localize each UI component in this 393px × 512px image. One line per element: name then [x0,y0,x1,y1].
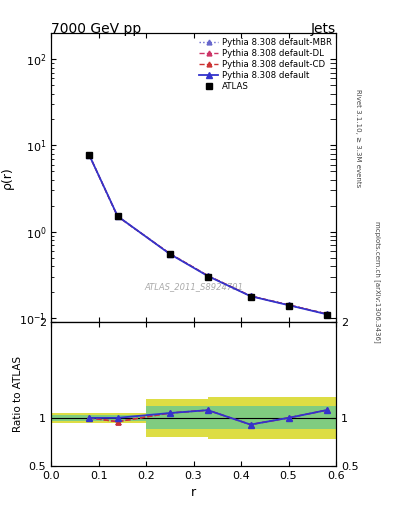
Pythia 8.308 default-CD [87,152,92,158]
Pythia 8.308 default-MBR [115,214,120,220]
Pythia 8.308 default-CD [286,302,291,308]
Pythia 8.308 default-MBR [167,250,172,257]
Pythia 8.308 default-DL [248,293,253,299]
Pythia 8.308 default-DL [324,311,329,317]
Line: Pythia 8.308 default: Pythia 8.308 default [86,152,329,317]
Y-axis label: ρ(r): ρ(r) [1,166,14,189]
Pythia 8.308 default-DL [167,250,172,257]
Pythia 8.308 default-CD [248,293,253,299]
Bar [208,407,251,430]
Pythia 8.308 default-CD [324,311,329,317]
Bar [146,399,208,437]
ATLAS [286,303,291,309]
Y-axis label: Ratio to ATLAS: Ratio to ATLAS [13,356,23,432]
ATLAS [167,251,172,257]
Pythia 8.308 default-DL [206,272,210,279]
Pythia 8.308 default-DL [286,302,291,308]
Line: Pythia 8.308 default-DL: Pythia 8.308 default-DL [86,152,329,316]
Pythia 8.308 default [286,302,291,308]
Bar [51,413,146,422]
Pythia 8.308 default-CD [206,272,210,279]
Pythia 8.308 default-CD [115,214,120,220]
Text: ATLAS_2011_S8924791: ATLAS_2011_S8924791 [144,283,243,292]
Line: Pythia 8.308 default-CD: Pythia 8.308 default-CD [86,152,329,316]
Bar [251,407,336,430]
Bar [251,397,336,439]
ATLAS [206,273,210,280]
ATLAS [324,312,329,318]
Pythia 8.308 default [115,213,120,219]
Pythia 8.308 default-DL [115,214,120,220]
ATLAS [115,214,120,220]
Pythia 8.308 default-DL [87,152,92,158]
Bar [208,397,251,439]
Pythia 8.308 default-CD [167,250,172,257]
Legend: Pythia 8.308 default-MBR, Pythia 8.308 default-DL, Pythia 8.308 default-CD, Pyth: Pythia 8.308 default-MBR, Pythia 8.308 d… [198,36,333,93]
Text: Rivet 3.1.10, ≥ 3.3M events: Rivet 3.1.10, ≥ 3.3M events [354,89,361,187]
Text: mcplots.cern.ch [arXiv:1306.3436]: mcplots.cern.ch [arXiv:1306.3436] [374,221,381,343]
Text: 7000 GeV pp: 7000 GeV pp [51,22,141,35]
Pythia 8.308 default [87,152,92,158]
Pythia 8.308 default [248,293,253,299]
Line: ATLAS: ATLAS [86,151,330,318]
Text: Jets: Jets [311,22,336,35]
Pythia 8.308 default-MBR [286,302,291,308]
Pythia 8.308 default [324,311,329,317]
Pythia 8.308 default-MBR [324,311,329,317]
X-axis label: r: r [191,486,196,499]
Bar [146,407,208,430]
ATLAS [87,152,92,158]
Line: Pythia 8.308 default-MBR: Pythia 8.308 default-MBR [86,152,329,316]
Pythia 8.308 default [206,273,210,279]
Pythia 8.308 default-MBR [87,152,92,158]
Bar [51,415,146,421]
ATLAS [248,294,253,300]
Pythia 8.308 default-MBR [206,272,210,279]
Pythia 8.308 default-MBR [248,293,253,299]
Pythia 8.308 default [167,251,172,257]
